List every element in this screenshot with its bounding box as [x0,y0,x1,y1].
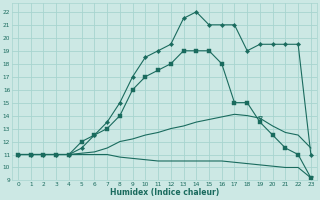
X-axis label: Humidex (Indice chaleur): Humidex (Indice chaleur) [110,188,219,197]
